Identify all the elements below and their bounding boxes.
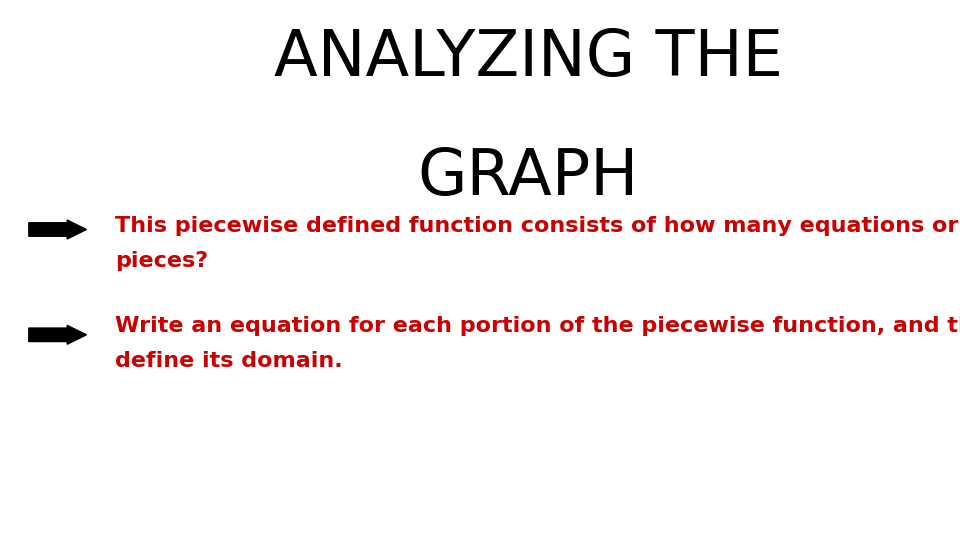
Text: Write an equation for each portion of the piecewise function, and then: Write an equation for each portion of th… [115, 316, 960, 336]
Text: ANALYZING THE: ANALYZING THE [274, 27, 782, 89]
FancyArrow shape [29, 220, 86, 239]
Text: define its domain.: define its domain. [115, 351, 343, 371]
Text: pieces?: pieces? [115, 251, 208, 271]
FancyArrow shape [29, 325, 86, 345]
Text: This piecewise defined function consists of how many equations or: This piecewise defined function consists… [115, 216, 959, 236]
Text: GRAPH: GRAPH [418, 146, 638, 208]
